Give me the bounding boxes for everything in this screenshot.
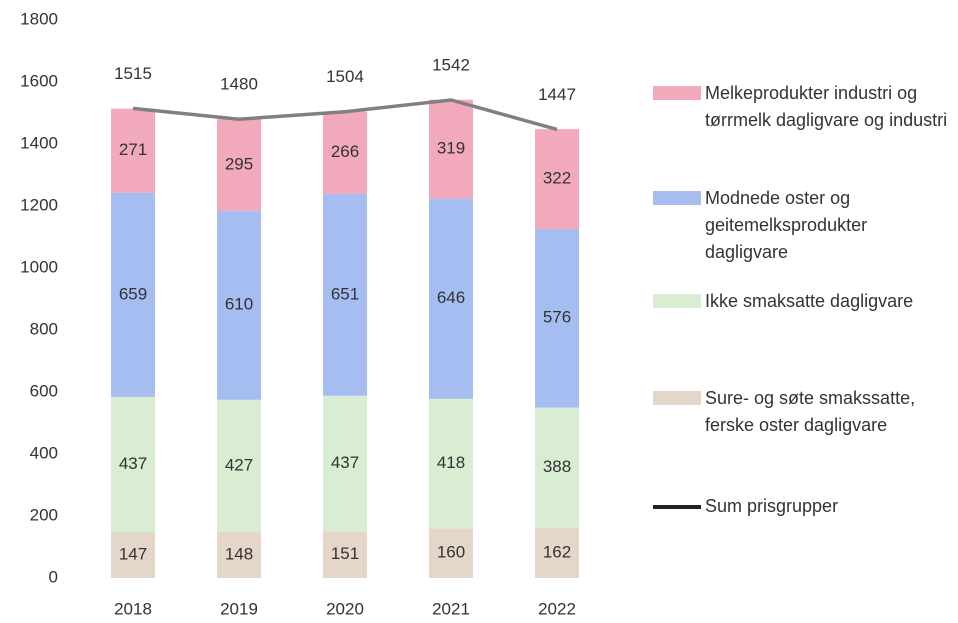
y-tick-label: 600 xyxy=(30,381,58,400)
data-label: 151 xyxy=(331,544,359,563)
bar-segment xyxy=(111,396,155,533)
bar-segment xyxy=(535,527,579,578)
x-tick-label: 2018 xyxy=(114,599,152,618)
y-tick-label: 0 xyxy=(49,567,58,586)
bar-segment xyxy=(323,193,367,396)
legend-swatch xyxy=(653,391,701,405)
y-tick-label: 1600 xyxy=(20,71,58,90)
data-label: 295 xyxy=(225,154,253,173)
bar-segment xyxy=(429,99,473,199)
total-line xyxy=(132,98,558,132)
legend-label: Melkeprodukter industri og tørrmelk dagl… xyxy=(705,83,948,130)
bar-segment xyxy=(535,129,579,229)
data-label: 266 xyxy=(331,142,359,161)
data-label: 576 xyxy=(543,308,571,327)
total-label: 1504 xyxy=(326,67,364,86)
x-tick-label: 2020 xyxy=(326,599,364,618)
data-label: 437 xyxy=(331,453,359,472)
data-label: 659 xyxy=(119,284,147,303)
legend-label: Ikke smaksatte dagligvare xyxy=(705,291,914,311)
y-tick-label: 200 xyxy=(30,505,58,524)
bar-segment xyxy=(323,395,367,532)
y-tick-label: 1400 xyxy=(20,133,58,152)
legend-label: Sum prisgrupper xyxy=(705,496,839,516)
data-label: 322 xyxy=(543,169,571,188)
total-label: 1447 xyxy=(538,85,576,104)
bar-segment xyxy=(323,531,367,578)
legend-swatch xyxy=(653,294,701,308)
y-tick-label: 400 xyxy=(30,443,58,462)
data-label: 646 xyxy=(437,288,465,307)
legend-label: Sure- og søte smakssatte, ferske oster d… xyxy=(705,388,916,435)
bar-segment xyxy=(111,108,155,193)
bar-segment xyxy=(111,532,155,578)
bar-segment xyxy=(429,198,473,399)
bar-segment xyxy=(429,528,473,578)
x-tick-label: 2021 xyxy=(432,599,470,618)
x-tick-label: 2022 xyxy=(538,599,576,618)
y-tick-label: 1000 xyxy=(20,257,58,276)
bar-segment xyxy=(217,399,261,533)
data-label: 418 xyxy=(437,453,465,472)
y-tick-label: 800 xyxy=(30,319,58,338)
data-label: 271 xyxy=(119,140,147,159)
legend-label: Modnede oster og geitemelksprodukter dag… xyxy=(705,188,868,262)
data-label: 651 xyxy=(331,284,359,303)
data-label: 388 xyxy=(543,457,571,476)
data-label: 160 xyxy=(437,543,465,562)
y-tick-label: 1200 xyxy=(20,195,58,214)
bar-segment xyxy=(535,407,579,528)
bar-segment xyxy=(217,119,261,211)
data-label: 437 xyxy=(119,454,147,473)
total-label: 1480 xyxy=(220,75,258,94)
total-label: 1542 xyxy=(432,55,470,74)
legend-swatch xyxy=(653,86,701,100)
y-tick-label: 1800 xyxy=(20,9,58,28)
bar-segment xyxy=(535,228,579,408)
data-label: 427 xyxy=(225,455,253,474)
data-label: 319 xyxy=(437,139,465,158)
bar-segment xyxy=(323,111,367,194)
bar-segment xyxy=(111,192,155,397)
data-label: 147 xyxy=(119,545,147,564)
x-tick-label: 2019 xyxy=(220,599,258,618)
bar-segment xyxy=(217,532,261,578)
total-label: 1515 xyxy=(114,64,152,83)
data-label: 148 xyxy=(225,545,253,564)
legend-swatch xyxy=(653,505,701,509)
legend-swatch xyxy=(653,191,701,205)
bar-segment xyxy=(217,210,261,400)
data-label: 162 xyxy=(543,542,571,561)
data-label: 610 xyxy=(225,295,253,314)
bar-segment xyxy=(429,398,473,529)
